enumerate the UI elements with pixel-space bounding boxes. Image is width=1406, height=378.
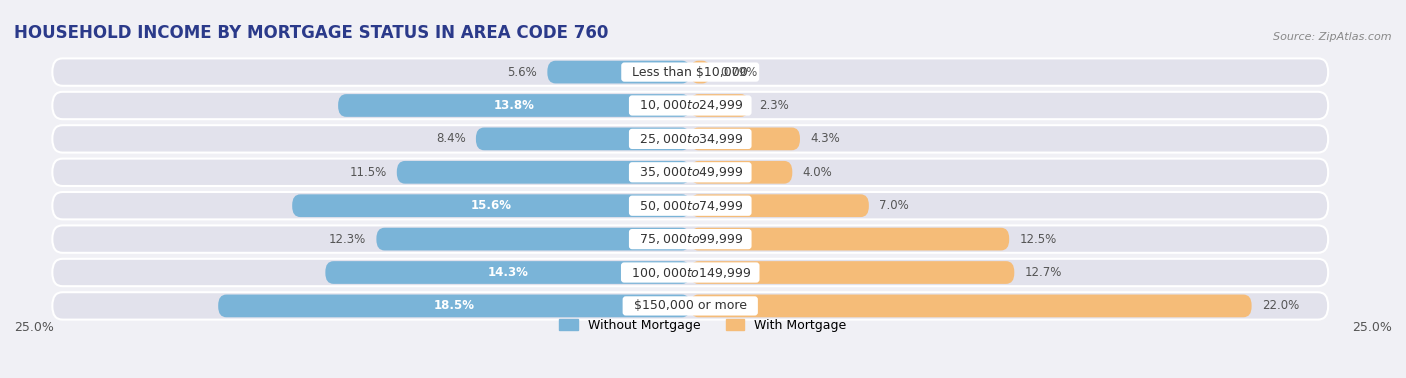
Text: 7.0%: 7.0% [879,199,908,212]
Text: 5.6%: 5.6% [508,66,537,79]
Text: $75,000 to $99,999: $75,000 to $99,999 [633,232,748,246]
Text: $150,000 or more: $150,000 or more [626,299,755,312]
Text: 8.4%: 8.4% [436,132,465,146]
FancyBboxPatch shape [52,92,1329,119]
FancyBboxPatch shape [52,259,1329,286]
FancyBboxPatch shape [52,225,1329,253]
FancyBboxPatch shape [52,192,1329,219]
Legend: Without Mortgage, With Mortgage: Without Mortgage, With Mortgage [560,319,846,332]
Text: 4.0%: 4.0% [803,166,832,179]
Text: 12.5%: 12.5% [1019,232,1057,246]
FancyBboxPatch shape [52,292,1329,320]
Text: 12.7%: 12.7% [1025,266,1062,279]
FancyBboxPatch shape [690,228,1010,251]
Text: $100,000 to $149,999: $100,000 to $149,999 [624,265,756,279]
FancyBboxPatch shape [475,127,690,150]
Text: 0.79%: 0.79% [721,66,758,79]
FancyBboxPatch shape [690,94,749,117]
FancyBboxPatch shape [52,58,1329,86]
Text: HOUSEHOLD INCOME BY MORTGAGE STATUS IN AREA CODE 760: HOUSEHOLD INCOME BY MORTGAGE STATUS IN A… [14,24,609,42]
FancyBboxPatch shape [690,61,710,84]
FancyBboxPatch shape [690,194,869,217]
Text: 11.5%: 11.5% [349,166,387,179]
Text: 18.5%: 18.5% [433,299,475,312]
Text: 15.6%: 15.6% [471,199,512,212]
Text: 4.3%: 4.3% [810,132,839,146]
FancyBboxPatch shape [325,261,690,284]
FancyBboxPatch shape [690,161,793,184]
Text: $35,000 to $49,999: $35,000 to $49,999 [633,165,748,179]
FancyBboxPatch shape [218,294,690,317]
FancyBboxPatch shape [292,194,690,217]
Text: 22.0%: 22.0% [1261,299,1299,312]
Text: 2.3%: 2.3% [759,99,789,112]
Text: $25,000 to $34,999: $25,000 to $34,999 [633,132,748,146]
FancyBboxPatch shape [547,61,690,84]
Text: Source: ZipAtlas.com: Source: ZipAtlas.com [1274,32,1392,42]
FancyBboxPatch shape [690,294,1251,317]
Text: $10,000 to $24,999: $10,000 to $24,999 [633,99,748,113]
FancyBboxPatch shape [52,125,1329,153]
Text: 25.0%: 25.0% [14,321,53,334]
Text: 25.0%: 25.0% [1353,321,1392,334]
FancyBboxPatch shape [396,161,690,184]
FancyBboxPatch shape [690,261,1014,284]
FancyBboxPatch shape [52,159,1329,186]
Text: 14.3%: 14.3% [488,266,529,279]
FancyBboxPatch shape [337,94,690,117]
Text: $50,000 to $74,999: $50,000 to $74,999 [633,199,748,213]
FancyBboxPatch shape [377,228,690,251]
Text: 12.3%: 12.3% [329,232,366,246]
Text: Less than $10,000: Less than $10,000 [624,66,756,79]
Text: 13.8%: 13.8% [494,99,534,112]
FancyBboxPatch shape [690,127,800,150]
